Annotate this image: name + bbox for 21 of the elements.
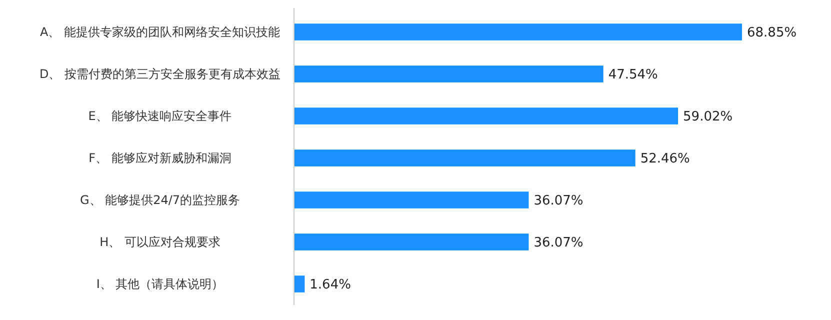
data-label: 59.02% [683,110,733,125]
y-tick-label: A、 能提供专家级的团队和网络安全知识技能 [40,25,280,40]
y-tick-label: F、 能够应对新威胁和漏洞 [88,151,232,166]
data-label: 36.07% [534,194,584,209]
data-label: 68.85% [747,26,797,41]
data-label: 1.64% [310,278,351,293]
y-tick-label: E、 能够快速响应安全事件 [88,109,232,124]
data-label: 47.54% [608,68,658,83]
y-tick-label: H、 可以应对合规要求 [100,235,220,250]
bar [294,192,529,208]
data-label: 36.07% [534,236,584,251]
y-tick-label: D、 按需付费的第三方安全服务更有成本效益 [39,67,281,82]
bar [294,276,305,292]
data-label: 52.46% [640,152,690,167]
y-tick-label: G、 能够提供24/7的监控服务 [80,193,240,208]
bar [294,66,604,82]
bar [294,150,636,166]
y-tick-label: I、 其他（请具体说明） [96,277,224,292]
bar [294,234,529,250]
bar [294,24,742,40]
bar [294,108,678,124]
